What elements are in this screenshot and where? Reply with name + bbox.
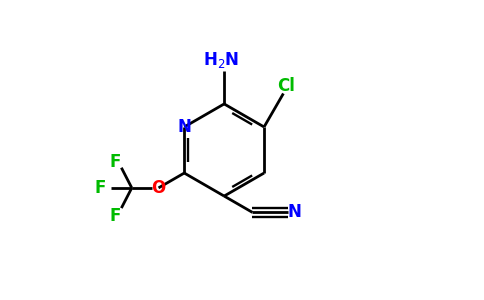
Text: N: N	[177, 118, 191, 136]
Text: F: F	[110, 206, 121, 224]
Text: N: N	[288, 203, 302, 221]
Text: F: F	[110, 153, 121, 171]
Text: F: F	[95, 179, 106, 197]
Text: H$_2$N: H$_2$N	[203, 50, 240, 70]
Text: O: O	[151, 179, 166, 197]
Text: Cl: Cl	[277, 77, 295, 95]
